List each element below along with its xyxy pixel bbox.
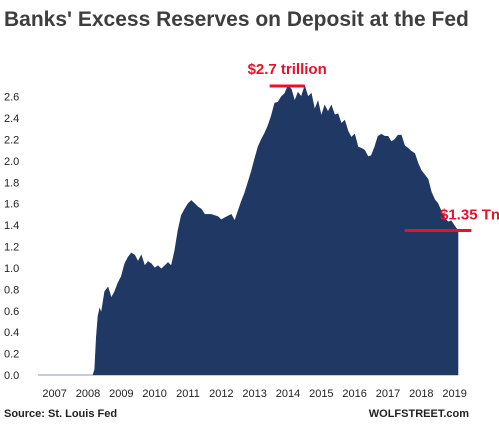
annotation-label: $1.35 Tn	[440, 207, 499, 224]
y-tick-label: 1.0	[4, 263, 19, 275]
y-tick-label: 2.6	[4, 92, 19, 104]
y-tick-label: 2.0	[4, 156, 19, 168]
plot-area	[38, 84, 459, 376]
x-tick-label: 2014	[276, 388, 300, 400]
x-tick-label: 2011	[176, 388, 200, 400]
x-tick-label: 2010	[142, 388, 166, 400]
y-tick-label: 1.8	[4, 177, 19, 189]
y-tick-label: 2.4	[4, 113, 19, 125]
x-tick-label: 2019	[442, 388, 466, 400]
x-tick-label: 2018	[409, 388, 433, 400]
y-tick-label: 0.2	[4, 349, 19, 361]
y-tick-label: 1.2	[4, 242, 19, 254]
x-tick-label: 2013	[242, 388, 266, 400]
y-tick-label: 0.6	[4, 306, 19, 318]
chart-title: Banks' Excess Reserves on Deposit at the…	[4, 8, 469, 31]
y-tick-label: 0.8	[4, 284, 19, 296]
x-tick-label: 2009	[109, 388, 133, 400]
x-axis-ticks: 2007 2008 2009 2010 2011 2012 2013 2014 2015 2016…	[42, 388, 466, 400]
x-tick-label: 2017	[376, 388, 400, 400]
y-axis-ticks: 0.0 0.2 0.4 0.6 0.8 1.0 1.2 1.4 1.6 1.8 2.0 2.2 2.4 2…	[4, 92, 19, 382]
y-tick-label: 1.4	[4, 220, 19, 232]
y-tick-label: 0.0	[4, 370, 19, 382]
source-note: Source: St. Louis Fed	[4, 408, 118, 420]
annotations: $2.7 trillion $1.35 Tn	[248, 61, 499, 232]
y-tick-label: 1.6	[4, 199, 19, 211]
y-tick-label: 0.4	[4, 327, 19, 339]
x-tick-label: 2007	[42, 388, 66, 400]
y-tick-label: 2.2	[4, 135, 19, 147]
x-tick-label: 2015	[309, 388, 333, 400]
reserves-area-series	[38, 84, 459, 376]
brand-label: WOLFSTREET.com	[368, 408, 469, 420]
x-tick-label: 2008	[76, 388, 100, 400]
annotation-label: $2.7 trillion	[248, 61, 327, 78]
x-tick-label: 2012	[209, 388, 233, 400]
x-tick-label: 2016	[342, 388, 366, 400]
